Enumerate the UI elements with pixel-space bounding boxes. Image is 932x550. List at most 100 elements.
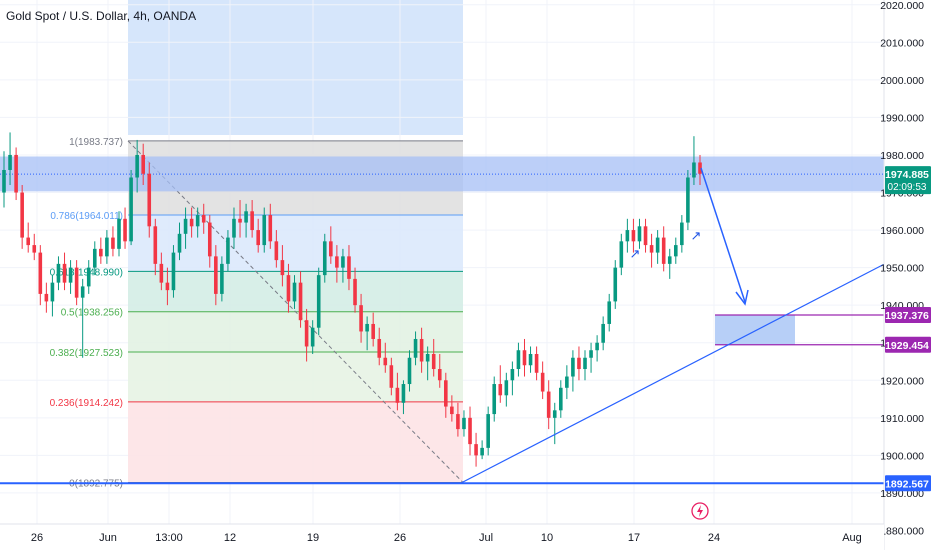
time-tick-label: 17 [628,532,640,544]
price-tick-label: 1960.000 [880,225,924,237]
zones[interactable] [0,156,884,485]
time-tick-label: 12 [224,532,236,544]
candle-body [419,338,424,362]
candle-body [407,357,412,385]
countdown-label: 02:09:53 [888,182,927,193]
candle-body [371,323,375,339]
candle-body [129,177,133,242]
candle-body [62,263,67,283]
candle-body [80,286,85,298]
fib-trend-line [127,140,464,483]
time-tick-label: Jun [99,532,117,544]
candle-body [559,387,563,411]
candle-body [462,417,466,430]
candle-body [468,417,472,445]
price-tick-label: 1980.000 [880,150,924,162]
time-tick-label: Aug [842,532,862,544]
price-tick-label: 1920.000 [880,375,924,387]
candle-body [280,260,285,276]
candle-body [44,293,49,302]
price-label-text: 1937.376 [885,310,929,322]
price-label-box [885,307,931,324]
candle-body [195,215,200,227]
time-axis-bg [0,524,884,550]
time-tick-label: Jul [479,532,493,544]
candle-body [637,226,642,242]
candle-body [437,369,442,381]
time-tick-label: 10 [541,532,553,544]
candle-body [38,252,43,294]
candle-body [92,248,97,268]
candle-body [20,192,24,238]
candle-body [516,350,521,370]
candle-body [117,218,121,249]
candle-body [534,353,539,373]
candle-body [377,338,382,358]
candle-body [522,350,527,366]
forecast-arrow [700,167,746,303]
candle-body [625,230,630,242]
time-tick-label: 26 [394,532,406,544]
candle-body [220,263,224,294]
candle-body [286,275,291,302]
time-axis[interactable]: 26 Jun 13:00 12 19 26 Jul 10 17 24 Aug [0,523,884,550]
drawings[interactable]: ↗↗ [461,167,885,520]
candle-body [329,241,333,257]
candle-body [335,256,339,268]
candle-body [322,241,327,276]
fib-level-label: 1(1983.737) [69,137,123,148]
candle-body [298,282,303,321]
candle-body [14,154,18,193]
price-tick-label: 1910.000 [880,413,924,425]
price-tick-label: 2010.000 [880,37,924,49]
candle-body [504,380,509,396]
candle-body [365,323,369,332]
fib-level-label: 0.5(1938.256) [61,308,123,319]
candle-body [655,237,660,253]
price-label-box [885,336,931,353]
candle-body [159,263,164,283]
candle-body [147,173,152,227]
candle-body [123,218,127,242]
price-label-text: 1892.567 [885,478,929,490]
candle-body [68,267,73,283]
candle-body [105,237,109,257]
candle-body [546,391,551,418]
candle-body [347,256,351,279]
price-tick-label: 1950.000 [880,263,924,275]
candle-body [667,256,672,264]
candle-body [643,226,648,246]
candle-body [274,241,279,261]
price-tick-label: 2020.000 [880,0,924,12]
selection-band [128,0,463,135]
candle-body [232,218,236,238]
candle-body [244,211,248,223]
candle-body [353,278,357,306]
fib-level-label: 0.236(1914.242) [50,398,123,409]
candle-body [686,177,690,223]
candle-body [698,162,702,174]
candle-body [480,447,484,456]
candle-body [589,350,593,358]
candle-body [444,380,448,407]
price-label-box [885,475,931,492]
candle-body [292,282,297,302]
candle-body [341,256,345,268]
candle-body [583,357,587,370]
candle-body [226,237,230,264]
candle-body [601,323,605,343]
price-axis-bg [884,0,932,550]
candle-body [304,320,309,347]
candle-body [577,357,581,370]
time-tick-label: 24 [708,532,720,544]
fib-band [128,311,463,353]
forecast-arrow-head [735,289,749,306]
symbol-title: Gold Spot / U.S. Dollar, 4h, OANDA [6,9,197,23]
lightning-icon-bolt [697,505,703,517]
candle-body [177,233,182,253]
candle-body [32,245,37,253]
price-axis[interactable]: 2020.000 2010.000 2000.000 1990.000 1980.000… [880,0,932,550]
candle-body [661,237,666,264]
time-tick-label: 19 [307,532,319,544]
